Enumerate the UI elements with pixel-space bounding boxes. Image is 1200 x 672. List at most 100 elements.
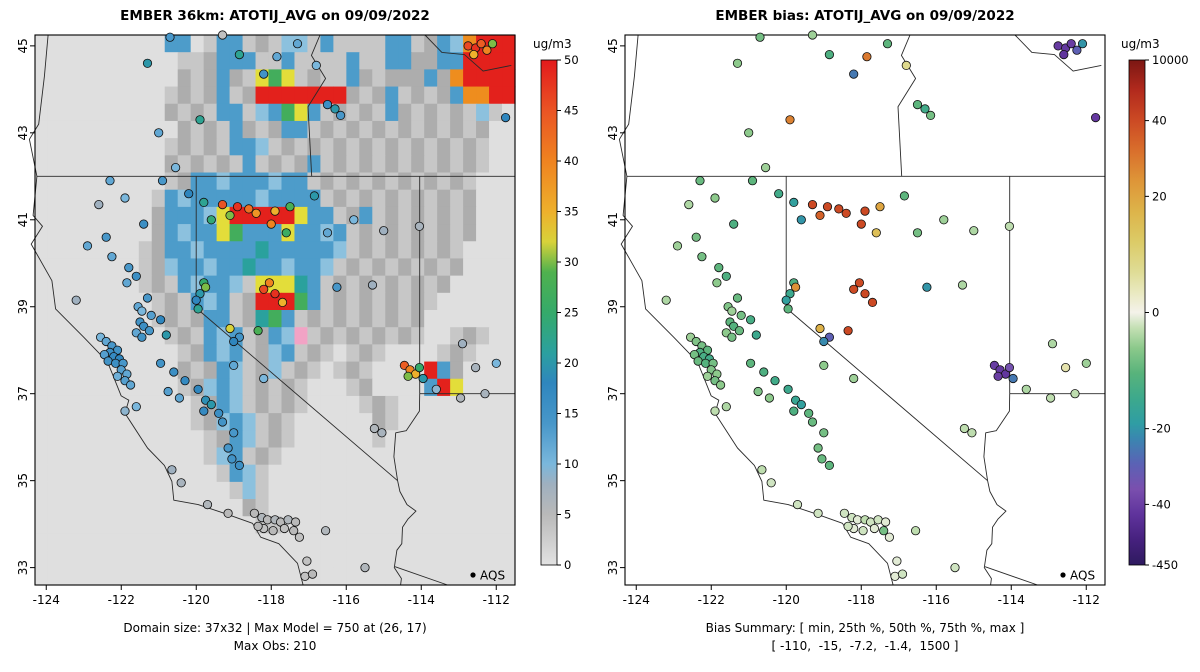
raster-cell — [242, 172, 257, 191]
station-point — [841, 208, 851, 218]
station-point — [1021, 384, 1031, 394]
raster-cell — [359, 292, 373, 311]
raster-cell — [307, 533, 321, 552]
raster-cell — [125, 413, 140, 431]
raster-cell — [333, 361, 347, 380]
raster-cell — [333, 224, 347, 242]
raster-cell — [229, 413, 244, 431]
raster-cell — [307, 481, 321, 500]
raster-cell — [35, 241, 49, 260]
station-point — [122, 278, 132, 288]
raster-cell — [424, 413, 438, 431]
colorbar-tick-label: 30 — [564, 255, 579, 269]
raster-cell — [281, 52, 296, 70]
raster-cell — [359, 138, 373, 156]
raster-cell — [73, 35, 88, 53]
station-point — [455, 393, 466, 403]
raster-cell — [476, 86, 490, 105]
raster-cell — [229, 481, 244, 500]
raster-cell — [463, 258, 477, 277]
raster-cell — [73, 155, 88, 174]
raster-cell — [411, 430, 425, 449]
raster-cell — [372, 275, 386, 294]
raster-cell — [450, 361, 464, 380]
station-point — [244, 204, 254, 214]
raster-cell — [476, 258, 490, 277]
raster-cell — [502, 344, 516, 363]
raster-cell — [320, 120, 334, 139]
raster-cell — [489, 464, 503, 483]
station-point — [253, 326, 263, 336]
raster-cell — [47, 155, 62, 174]
raster-cell — [346, 69, 360, 88]
raster-cell — [385, 155, 399, 174]
raster-cell — [99, 69, 114, 88]
raster-cell — [437, 464, 451, 483]
station-point — [191, 295, 201, 305]
raster-cell — [411, 241, 425, 260]
raster-cell — [502, 567, 516, 586]
raster-cell — [151, 481, 166, 500]
raster-cell — [333, 52, 347, 70]
raster-cell — [437, 378, 451, 397]
station-point — [264, 278, 274, 288]
x-tick-label: -112 — [483, 593, 510, 607]
station-point — [156, 358, 166, 368]
raster-cell — [216, 86, 231, 105]
station-point — [789, 406, 799, 416]
x-tick-label: -116 — [923, 593, 950, 607]
raster-cell — [359, 464, 373, 483]
raster-cell — [424, 567, 438, 586]
raster-cell — [385, 86, 399, 105]
colorbar-tick-label: 0 — [564, 558, 571, 572]
raster-cell — [424, 395, 438, 414]
station-point — [225, 210, 235, 220]
raster-cell — [164, 86, 179, 105]
raster-cell — [177, 499, 192, 517]
raster-cell — [398, 35, 412, 53]
station-point — [796, 215, 806, 225]
raster-cell — [502, 52, 516, 70]
raster-cell — [99, 258, 114, 277]
raster-cell — [333, 499, 347, 517]
left-plot-border — [34, 34, 516, 586]
station-point — [195, 115, 205, 125]
raster-cell — [385, 189, 399, 208]
raster-cell — [411, 413, 425, 431]
raster-cell — [35, 550, 49, 569]
raster-cell — [268, 103, 283, 122]
raster-cell — [229, 258, 244, 277]
raster-cell — [307, 241, 321, 260]
station-point — [1077, 39, 1088, 49]
raster-cell — [502, 550, 516, 569]
raster-cell — [307, 327, 321, 345]
station-point — [322, 228, 333, 238]
raster-cell — [489, 516, 503, 535]
raster-cell — [216, 120, 231, 139]
raster-cell — [112, 86, 127, 105]
raster-cell — [47, 327, 62, 345]
raster-cell — [35, 275, 49, 294]
raster-cell — [489, 224, 503, 242]
station-point — [206, 215, 216, 225]
right-map-panel: -124 -122 -120 -118 -116 -114 -112 33 35 37 39 41 43… — [606, 30, 1189, 607]
raster-cell — [190, 224, 205, 242]
station-point — [500, 113, 511, 123]
raster-cell — [437, 499, 451, 517]
raster-cell — [502, 155, 516, 174]
raster-cell — [151, 499, 166, 517]
raster-cell — [47, 138, 62, 156]
raster-cell — [203, 464, 218, 483]
raster-cell — [268, 430, 283, 449]
station-point — [747, 176, 758, 186]
raster-cell — [268, 258, 283, 277]
station-point — [234, 49, 244, 60]
raster-cell — [281, 361, 296, 380]
raster-cell — [294, 241, 309, 260]
raster-cell — [73, 533, 88, 552]
station-point — [487, 39, 498, 49]
raster-cell — [35, 103, 49, 122]
station-point — [1004, 362, 1015, 373]
raster-cell — [60, 464, 75, 483]
raster-cell — [372, 344, 386, 363]
